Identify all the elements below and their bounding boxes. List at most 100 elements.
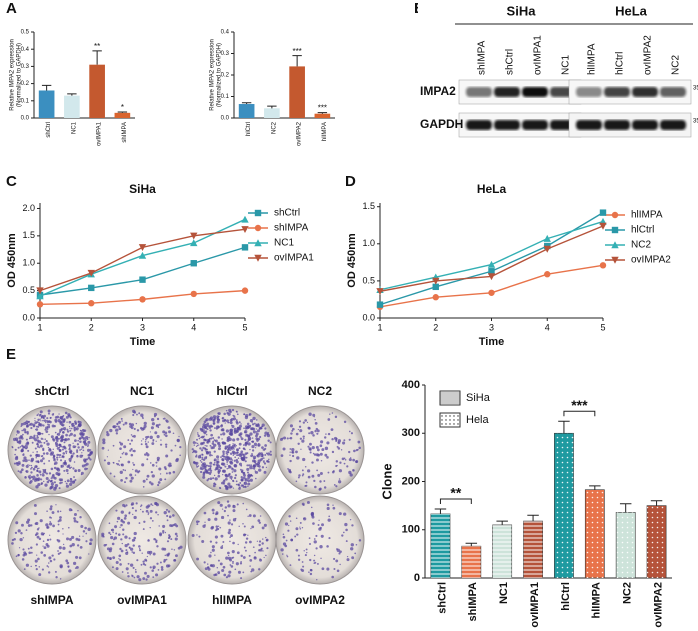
colony (23, 456, 27, 460)
colony (239, 482, 242, 484)
colony (166, 540, 170, 543)
colony (28, 459, 30, 461)
colony (255, 470, 259, 474)
colony (118, 558, 120, 560)
colony (221, 469, 225, 473)
colony (227, 436, 231, 440)
colony (346, 465, 349, 468)
error-bar (619, 503, 632, 513)
colony (280, 548, 284, 552)
colony (215, 529, 217, 532)
colony (160, 439, 162, 441)
x-tick-label: shCtrl (436, 582, 448, 614)
colony (155, 541, 158, 544)
colony (106, 547, 110, 551)
colony (119, 563, 122, 566)
colony (141, 463, 145, 467)
colony (14, 456, 19, 461)
colony (244, 444, 247, 447)
marker (190, 260, 197, 267)
colony (196, 523, 199, 526)
colony (75, 555, 79, 559)
colony (43, 480, 45, 483)
colony (253, 556, 257, 559)
colony (67, 413, 71, 417)
colony (213, 439, 216, 441)
colony (306, 421, 309, 424)
panel-label: A (6, 0, 17, 17)
colony (57, 432, 61, 436)
marker (241, 226, 249, 233)
colony (74, 469, 78, 473)
colony (54, 420, 58, 423)
colony (217, 412, 220, 415)
colony (163, 417, 166, 420)
colony (138, 470, 141, 473)
colony (352, 458, 356, 462)
colony (252, 430, 256, 434)
colony (164, 443, 168, 446)
colony (113, 536, 118, 540)
colony (24, 445, 28, 449)
colony (223, 573, 227, 577)
colony (226, 411, 229, 415)
colony (228, 570, 232, 574)
colony (172, 470, 176, 474)
colony (32, 423, 36, 427)
colony (76, 544, 80, 547)
colony (207, 469, 210, 471)
colony (331, 470, 335, 474)
error-bar (496, 520, 508, 525)
significance: ** (450, 485, 461, 501)
colony (133, 410, 137, 414)
colony (42, 540, 45, 543)
colony (249, 540, 252, 544)
colony (242, 502, 245, 505)
colony (195, 520, 199, 524)
marker (544, 271, 551, 278)
colony (335, 438, 338, 441)
colony (236, 437, 240, 441)
colony (158, 525, 160, 527)
colony (243, 427, 245, 430)
colony (338, 469, 343, 473)
y-axis-label: Relative IMPA2 expression (210, 39, 216, 111)
colony (314, 422, 318, 425)
colony (79, 545, 83, 549)
colony (25, 529, 28, 531)
bar-texture (616, 512, 636, 578)
significance: ** (94, 42, 100, 51)
colony (61, 415, 63, 418)
blot-band (494, 87, 520, 97)
colony (199, 456, 202, 459)
colony (149, 566, 152, 569)
x-tick-label: hlCtrl (560, 582, 572, 611)
colony (54, 461, 58, 465)
colony (65, 559, 69, 563)
colony (142, 417, 144, 420)
colony (204, 567, 208, 571)
colony (203, 431, 206, 433)
colony (228, 408, 232, 413)
colony (18, 441, 21, 443)
colony (303, 437, 305, 440)
colony (122, 520, 126, 524)
colony (20, 532, 23, 535)
colony (200, 461, 203, 463)
y-tick-label: 0.2 (221, 73, 230, 79)
colony (311, 515, 315, 519)
colony (118, 441, 121, 444)
colony (150, 482, 154, 486)
colony (203, 436, 205, 438)
colony (42, 424, 45, 427)
colony (133, 449, 136, 453)
x-tick-label: ovIMPA2 (297, 121, 303, 146)
colony (305, 484, 308, 487)
legend-texture (441, 415, 443, 417)
colony (11, 538, 15, 542)
colony (53, 476, 57, 480)
size-marker: 35 kDa (693, 86, 698, 92)
colony (178, 435, 180, 438)
colony (37, 557, 40, 561)
colony (174, 537, 178, 541)
